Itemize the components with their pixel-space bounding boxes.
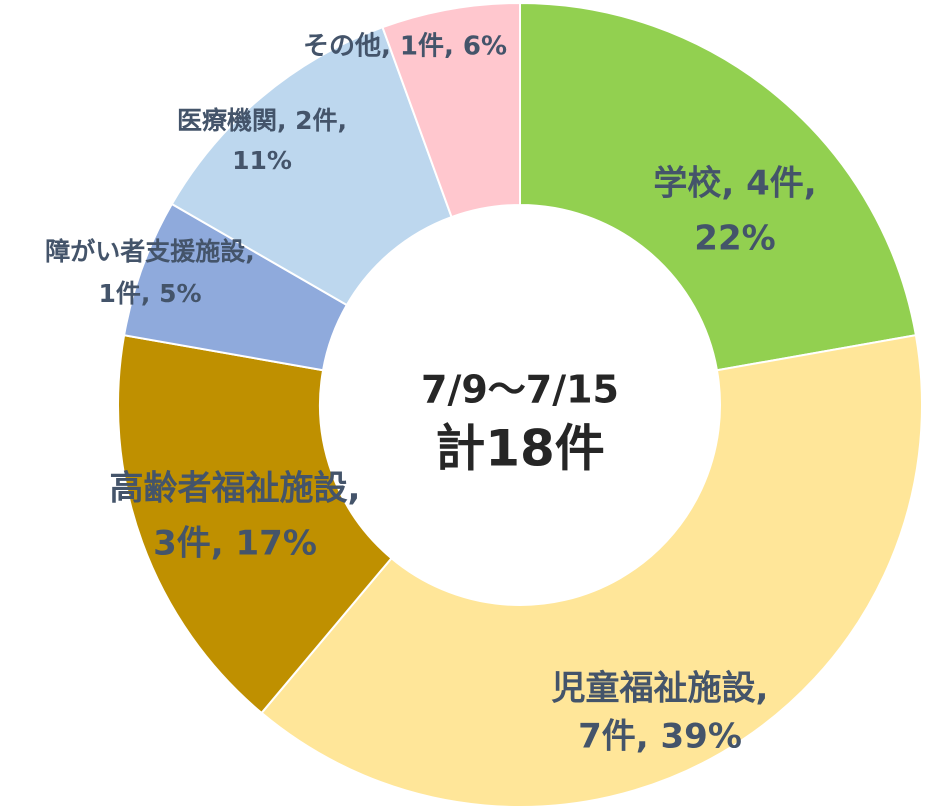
center-label: 計18件 xyxy=(435,420,605,478)
data-label: 高齢者福祉施設, xyxy=(110,469,361,509)
data-label: 学校, 4件, xyxy=(653,164,816,204)
wedge xyxy=(519,1,918,372)
data-label: 22% xyxy=(694,219,775,259)
data-label: 1件, 5% xyxy=(98,279,201,308)
wedge xyxy=(381,1,521,219)
wedge xyxy=(117,334,393,715)
wedge xyxy=(170,25,453,307)
data-label: その他, 1件, 6% xyxy=(303,32,507,62)
data-label: 児童福祉施設, xyxy=(552,669,769,709)
data-label: 3件, 17% xyxy=(153,524,317,564)
center-label: 7/9～7/15 xyxy=(421,368,619,412)
data-label: 7件, 39% xyxy=(578,717,742,757)
data-label: 医療機関, 2件, xyxy=(177,106,347,135)
data-label: 11% xyxy=(232,146,292,175)
wedge xyxy=(260,334,923,808)
data-label: 障がい者支援施設, xyxy=(45,237,255,266)
